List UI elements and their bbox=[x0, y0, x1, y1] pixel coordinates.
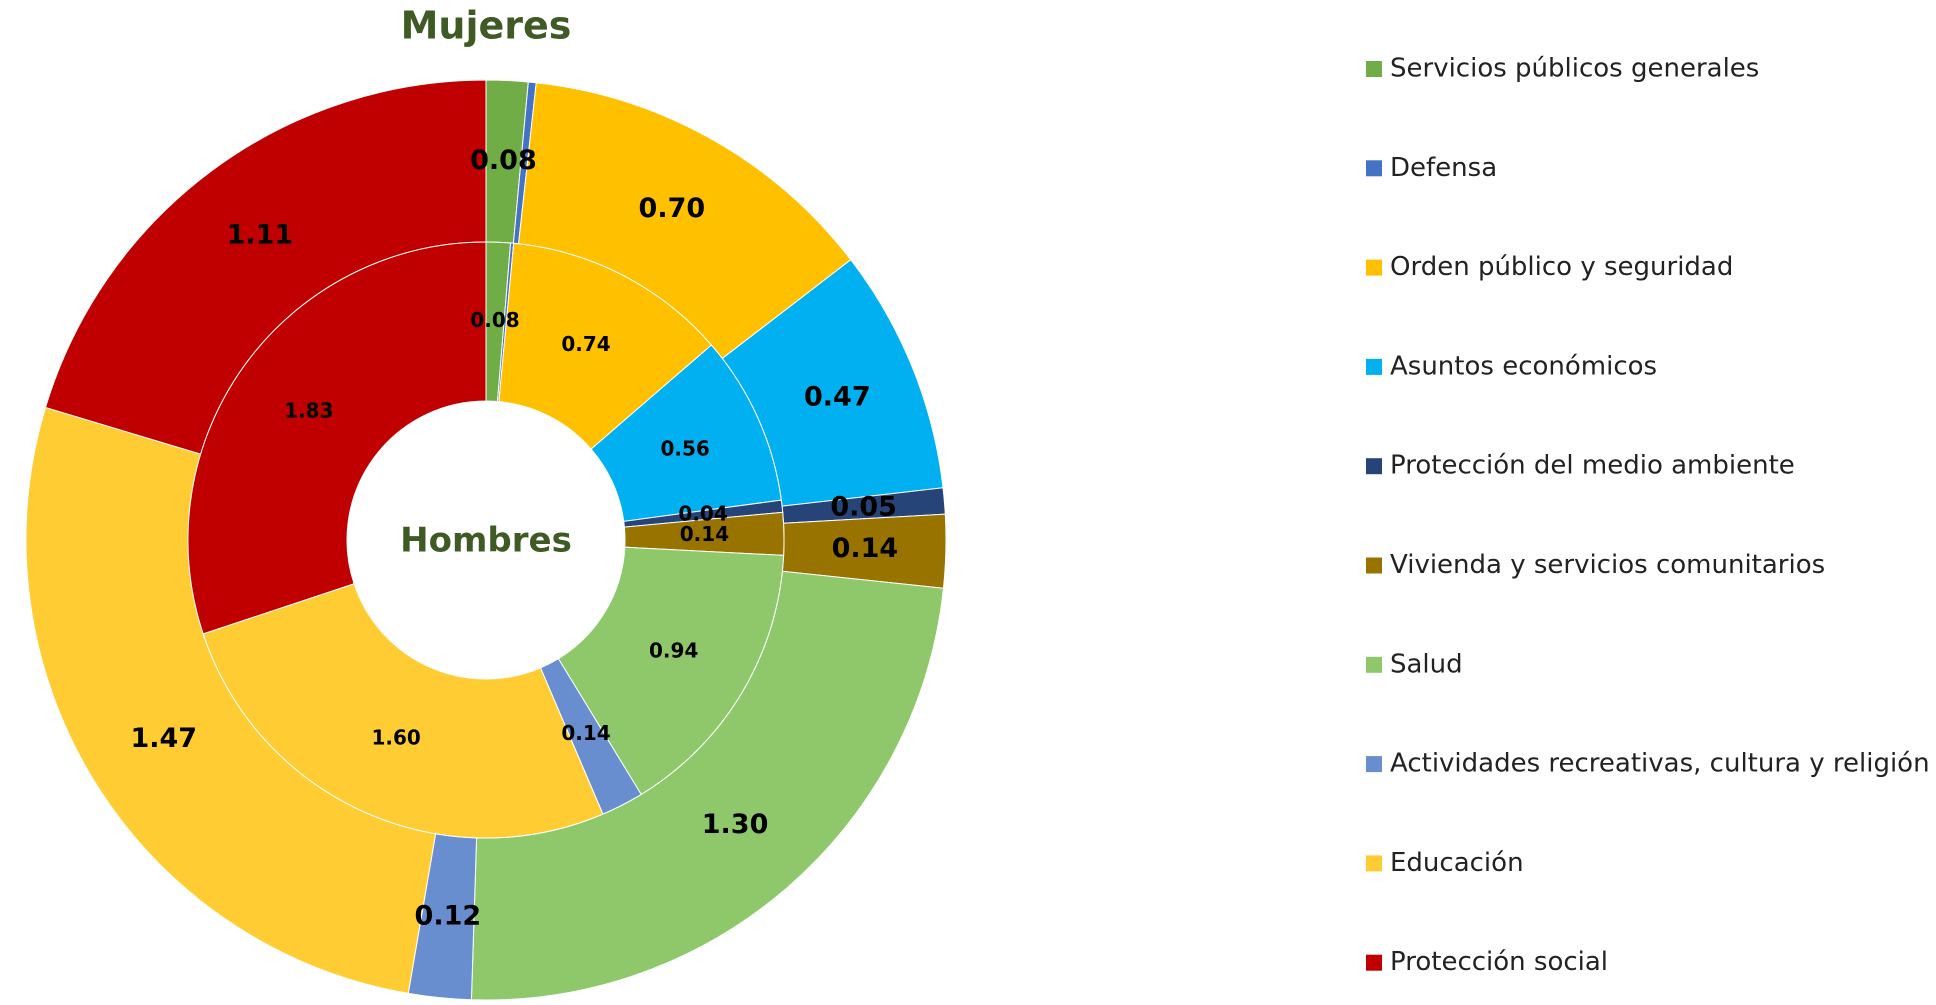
legend-swatch bbox=[1366, 557, 1382, 574]
data-label: 0.56 bbox=[660, 437, 709, 461]
data-label: 0.94 bbox=[649, 638, 698, 662]
outer-ring-title: Mujeres bbox=[401, 4, 572, 48]
data-label: 0.47 bbox=[804, 381, 871, 412]
rings bbox=[25, 79, 947, 1001]
legend-swatch bbox=[1366, 656, 1382, 673]
legend-label: Salud bbox=[1390, 649, 1463, 679]
data-label: 1.30 bbox=[702, 809, 769, 840]
legend-label: Defensa bbox=[1390, 153, 1497, 183]
legend-swatch bbox=[1366, 458, 1382, 475]
data-label: 1.47 bbox=[130, 723, 197, 754]
data-label: 0.04 bbox=[678, 502, 727, 526]
data-label: 0.14 bbox=[561, 721, 610, 745]
legend-label: Vivienda y servicios comunitarios bbox=[1390, 550, 1825, 580]
data-label: 0.12 bbox=[415, 901, 482, 932]
data-label: 1.11 bbox=[227, 219, 294, 250]
legend-label: Protección social bbox=[1390, 947, 1608, 977]
legend-label: Actividades recreativas, cultura y relig… bbox=[1390, 749, 1930, 779]
data-label: 0.70 bbox=[639, 193, 706, 224]
data-label: 1.60 bbox=[371, 726, 420, 750]
data-label: 0.74 bbox=[561, 332, 610, 356]
legend-swatch bbox=[1366, 259, 1382, 276]
inner-ring-title: Hombres bbox=[400, 521, 572, 561]
legend-label: Asuntos económicos bbox=[1390, 351, 1657, 381]
data-label: 1.83 bbox=[284, 399, 333, 423]
data-label: 0.08 bbox=[470, 308, 519, 332]
data-label: 0.08 bbox=[470, 145, 537, 176]
donut-hole bbox=[347, 401, 625, 679]
legend-swatch bbox=[1366, 756, 1382, 773]
legend-swatch bbox=[1366, 855, 1382, 872]
data-label: 0.05 bbox=[830, 491, 897, 522]
legend-label: Educación bbox=[1390, 848, 1524, 878]
data-label: 0.14 bbox=[680, 522, 729, 546]
legend-swatch bbox=[1366, 358, 1382, 375]
legend-label: Servicios públicos generales bbox=[1390, 54, 1759, 84]
legend-swatch bbox=[1366, 61, 1382, 77]
data-label: 0.14 bbox=[832, 533, 899, 564]
legend-label: Orden público y seguridad bbox=[1390, 252, 1733, 282]
legend-swatch bbox=[1366, 954, 1382, 971]
legend-swatch bbox=[1366, 160, 1382, 177]
legend-label: Protección del medio ambiente bbox=[1390, 451, 1795, 481]
